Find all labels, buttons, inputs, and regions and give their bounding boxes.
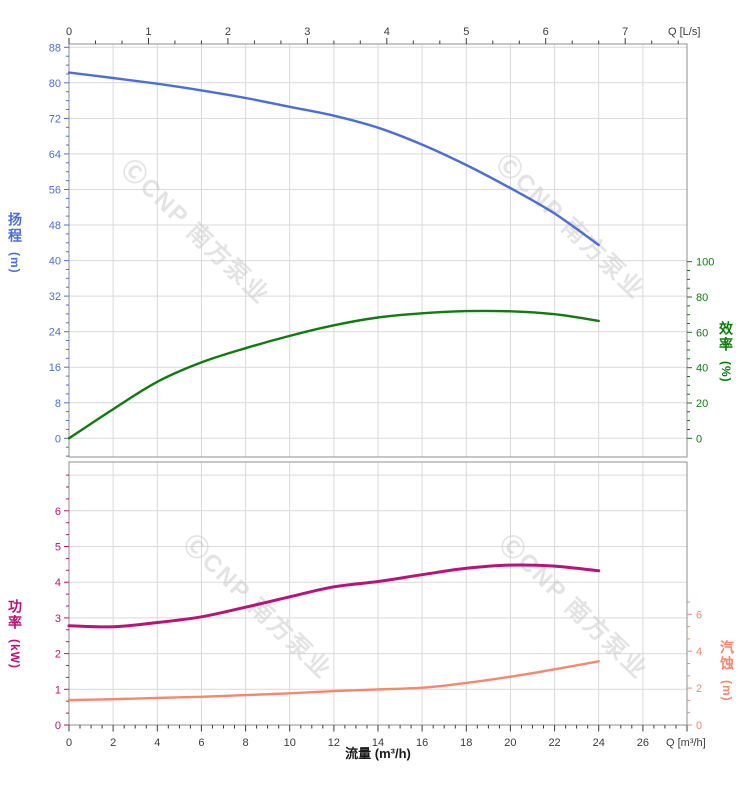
tick-label: 72	[49, 113, 61, 125]
tick-label: 26	[637, 737, 649, 749]
efficiency-curve	[67, 309, 600, 440]
tick-label: 2	[696, 683, 702, 695]
tick-label: 4	[696, 646, 702, 658]
tick-label: 7	[622, 26, 628, 38]
power-axis-title: 功率 (kW)	[7, 599, 23, 669]
tick-label: 1	[145, 26, 151, 38]
tick-label: 2	[225, 26, 231, 38]
tick-label: 4	[384, 26, 390, 38]
tick-label: 22	[548, 737, 560, 749]
top-panel-border	[68, 43, 688, 458]
grid-layer	[69, 44, 687, 725]
tick-label: 0	[55, 720, 61, 732]
npsh-axis-title: 汽蚀 (m)	[719, 640, 735, 702]
tick-label: 4	[154, 737, 160, 749]
npsh-axis-title-text: 汽蚀	[719, 640, 735, 672]
tick-label: 流量 (m³/h)	[345, 746, 411, 761]
tick-label: 0	[696, 720, 702, 732]
tick-label: 12	[328, 737, 340, 749]
efficiency-axis-unit: (%)	[719, 361, 733, 383]
tick-layer	[64, 38, 692, 732]
tick-label: 24	[49, 327, 61, 339]
tick-label: 5	[55, 542, 61, 554]
tick-label: 6	[696, 609, 702, 621]
tick-label: 0	[55, 433, 61, 445]
tick-label: 3	[55, 613, 61, 625]
head-axis-unit: (m)	[8, 252, 22, 274]
tick-label: 80	[696, 292, 708, 304]
head-axis-title-text: 扬程	[7, 212, 23, 244]
tick-label: 16	[49, 362, 61, 374]
tick-label: 32	[49, 291, 61, 303]
tick-label: 1	[55, 684, 61, 696]
tick-label: 64	[49, 149, 61, 161]
efficiency-axis-title-text: 效率	[718, 321, 734, 353]
tick-label: Q [m³/h]	[666, 737, 706, 749]
npsh-curve	[67, 660, 600, 702]
tick-label: 10	[284, 737, 296, 749]
tick-label: 14	[372, 737, 384, 749]
cnp-watermark: ⒸCNP 南方泵业	[494, 529, 654, 685]
tick-label: 100	[696, 257, 714, 269]
curves	[67, 71, 601, 702]
tick-label: 20	[504, 737, 516, 749]
head-curve	[67, 71, 600, 247]
tick-label: 20	[696, 398, 708, 410]
tick-label: 2	[110, 737, 116, 749]
tick-label: 8	[243, 737, 249, 749]
tick-label: 3	[304, 26, 310, 38]
tick-label: 16	[416, 737, 428, 749]
tick-label: 40	[49, 256, 61, 268]
npsh-axis-unit: (m)	[720, 680, 734, 702]
head-axis-title: 扬程 (m)	[7, 212, 23, 274]
tick-label: 5	[463, 26, 469, 38]
tick-label: 6	[55, 506, 61, 518]
tick-label: 88	[49, 42, 61, 54]
tick-label: 56	[49, 184, 61, 196]
tick-label: 80	[49, 78, 61, 90]
tick-label: 24	[593, 737, 605, 749]
tick-label: 40	[696, 363, 708, 375]
tick-label: 60	[696, 327, 708, 339]
tick-label: 48	[49, 220, 61, 232]
tick-label: 0	[696, 433, 702, 445]
power-axis-title-text: 功率	[7, 599, 23, 631]
tick-label: 0	[66, 26, 72, 38]
tick-label: 6	[543, 26, 549, 38]
cnp-watermark: ⒸCNP 南方泵业	[491, 149, 651, 305]
tick-label: 4	[55, 577, 61, 589]
cnp-watermark: ⒸCNP 南方泵业	[116, 154, 276, 310]
tick-label: 18	[460, 737, 472, 749]
tick-label: 6	[198, 737, 204, 749]
tick-label: 0	[66, 737, 72, 749]
tick-label: 8	[55, 398, 61, 410]
power-axis-unit: (kW)	[8, 639, 22, 669]
tick-label: 2	[55, 649, 61, 661]
power-curve	[67, 563, 601, 629]
efficiency-axis-title: 效率 (%)	[718, 321, 734, 383]
tick-label: Q [L/s]	[668, 26, 700, 38]
